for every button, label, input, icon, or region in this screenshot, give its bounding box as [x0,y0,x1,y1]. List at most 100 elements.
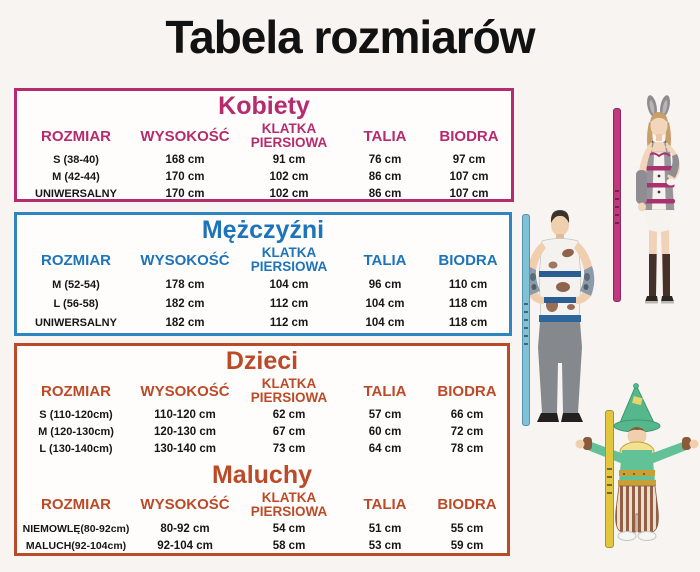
section-title-women: Kobiety [218,92,310,120]
row-label: M (120-130cm) [38,426,114,438]
table-row: L (130-140cm) 130-140 cm 73 cm 64 cm 78 … [17,441,507,458]
row-label: M (52-54) [52,279,100,291]
cell-waist: 86 cm [368,188,402,200]
woman-arms [636,144,680,212]
cell-hips: 55 cm [450,522,484,535]
column-header-klatka: KLATKA PIERSIOWA [250,376,328,405]
cell-chest: 62 cm [272,409,306,421]
column-header-talia: TALIA [363,127,407,145]
table-header-women: ROZMIAR WYSOKOŚĆ KLATKA PIERSIOWA TALIA … [17,121,511,152]
zombie-shirt [538,238,582,323]
woman-costume-illustration [636,95,680,304]
child-jacket [618,450,656,486]
column-header-rozmiar: ROZMIAR [41,382,111,400]
cell-waist: 104 cm [365,317,405,329]
cell-chest: 102 cm [269,171,309,183]
cell-height: 170 cm [165,188,205,200]
cell-height: 168 cm [165,154,205,166]
column-header-rozmiar: ROZMIAR [41,127,111,145]
woman-legs [645,230,674,304]
row-label: M (42-44) [52,171,100,183]
row-label: L (56-58) [53,298,99,310]
table-header-children: ROZMIAR WYSOKOŚĆ KLATKA PIERSIOWA TALIA … [17,376,507,407]
child-shoes [617,531,657,541]
row-label: S (38-40) [53,154,99,166]
table-row: M (42-44) 170 cm 102 cm 86 cm 107 cm [17,169,511,186]
size-table-children: Dzieci ROZMIAR WYSOKOŚĆ KLATKA PIERSIOWA… [14,343,510,556]
table-row: NIEMOWLĘ(80-92cm) 80-92 cm 54 cm 51 cm 5… [17,520,507,537]
column-header-biodra: BIODRA [437,496,497,513]
cell-hips: 66 cm [450,409,484,421]
cell-hips: 107 cm [449,171,489,183]
man-head [550,210,570,242]
table-row: UNIWERSALNY 170 cm 102 cm 86 cm 107 cm [17,186,511,203]
column-header-talia: TALIA [363,496,407,513]
section-title-children: Dzieci [225,347,299,375]
column-header-klatka: KLATKA PIERSIOWA [250,245,328,274]
size-table-women: Kobiety ROZMIAR WYSOKOŚĆ KLATKA PIERSIOW… [14,88,514,202]
table-row: M (52-54) 178 cm 104 cm 96 cm 110 cm [17,276,509,295]
man-costume-illustration [525,210,595,422]
cell-waist: 104 cm [365,298,405,310]
cell-hips: 118 cm [448,317,488,329]
row-label: L (130-140cm) [39,443,113,455]
cell-height: 120-130 cm [153,426,217,438]
cell-height: 170 cm [165,171,205,183]
cell-hips: 72 cm [450,426,484,438]
corset-bodysuit [643,142,675,235]
striped-pants [615,485,659,533]
table-header-toddlers: ROZMIAR WYSOKOŚĆ KLATKA PIERSIOWA TALIA … [17,489,507,520]
table-row: MALUCH(92-104cm) 92-104 cm 58 cm 53 cm 5… [17,537,507,554]
column-header-klatka: KLATKA PIERSIOWA [250,121,328,150]
column-header-biodra: BIODRA [438,251,498,269]
row-label: S (110-120cm) [39,409,113,421]
cell-chest: 102 cm [269,188,309,200]
wizard-hat [613,383,661,433]
table-row: S (38-40) 168 cm 91 cm 76 cm 97 cm [17,152,511,169]
row-label: NIEMOWLĘ(80-92cm) [22,522,130,535]
cell-height: 182 cm [165,317,205,329]
bunny-ears [647,95,670,117]
cell-chest: 104 cm [269,279,309,291]
cell-hips: 59 cm [450,539,484,552]
table-row: UNIWERSALNY 182 cm 112 cm 104 cm 118 cm [17,314,509,333]
cell-chest: 112 cm [269,298,309,310]
cell-hips: 118 cm [448,298,488,310]
cell-chest: 73 cm [272,443,306,455]
cell-waist: 76 cm [368,154,402,166]
cell-height: 130-140 cm [153,443,217,455]
table-row: S (110-120cm) 110-120 cm 62 cm 57 cm 66 … [17,407,507,424]
cell-waist: 86 cm [368,171,402,183]
man-pants [537,315,583,422]
cell-chest: 67 cm [272,426,306,438]
size-table-toddlers: Maluchy ROZMIAR WYSOKOŚĆ KLATKA PIERSIOW… [17,460,507,555]
cell-waist: 64 cm [368,443,402,455]
column-header-rozmiar: ROZMIAR [41,496,111,513]
page-title: Tabela rozmiarów [165,11,535,63]
table-row: M (120-130cm) 120-130 cm 67 cm 60 cm 72 … [17,424,507,441]
cell-chest: 112 cm [269,317,309,329]
cell-hips: 110 cm [448,279,488,291]
column-header-biodra: BIODRA [437,382,497,400]
child-arms [575,437,699,464]
column-header-wysokosc: WYSOKOŚĆ [140,127,230,145]
column-header-wysokosc: WYSOKOŚĆ [140,496,230,513]
child-head [627,427,647,445]
section-title-toddlers: Maluchy [211,460,313,489]
cell-height: 182 cm [165,298,205,310]
cell-height: 178 cm [165,279,205,291]
cell-hips: 97 cm [452,154,486,166]
cell-waist: 60 cm [368,426,402,438]
cell-waist: 53 cm [368,539,402,552]
size-table-men: Mężczyźni ROZMIAR WYSOKOŚĆ KLATKA PIERSI… [14,212,512,336]
cell-hips: 107 cm [449,188,489,200]
cell-chest: 58 cm [272,539,306,552]
row-label: UNIWERSALNY [35,317,117,329]
cell-chest: 54 cm [272,522,306,535]
column-header-wysokosc: WYSOKOŚĆ [140,251,230,269]
section-title-men: Mężczyźni [201,216,325,244]
cell-height: 110-120 cm [154,409,216,421]
column-header-talia: TALIA [363,251,407,269]
cell-chest: 91 cm [272,154,306,166]
measuring-stick-men [522,214,530,426]
